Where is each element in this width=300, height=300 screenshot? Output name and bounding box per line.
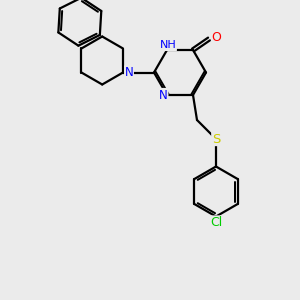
- Text: Cl: Cl: [210, 216, 222, 229]
- Text: S: S: [212, 133, 220, 146]
- Text: O: O: [212, 32, 221, 44]
- Text: N: N: [159, 88, 168, 101]
- Text: N: N: [124, 66, 134, 79]
- Text: NH: NH: [160, 40, 176, 50]
